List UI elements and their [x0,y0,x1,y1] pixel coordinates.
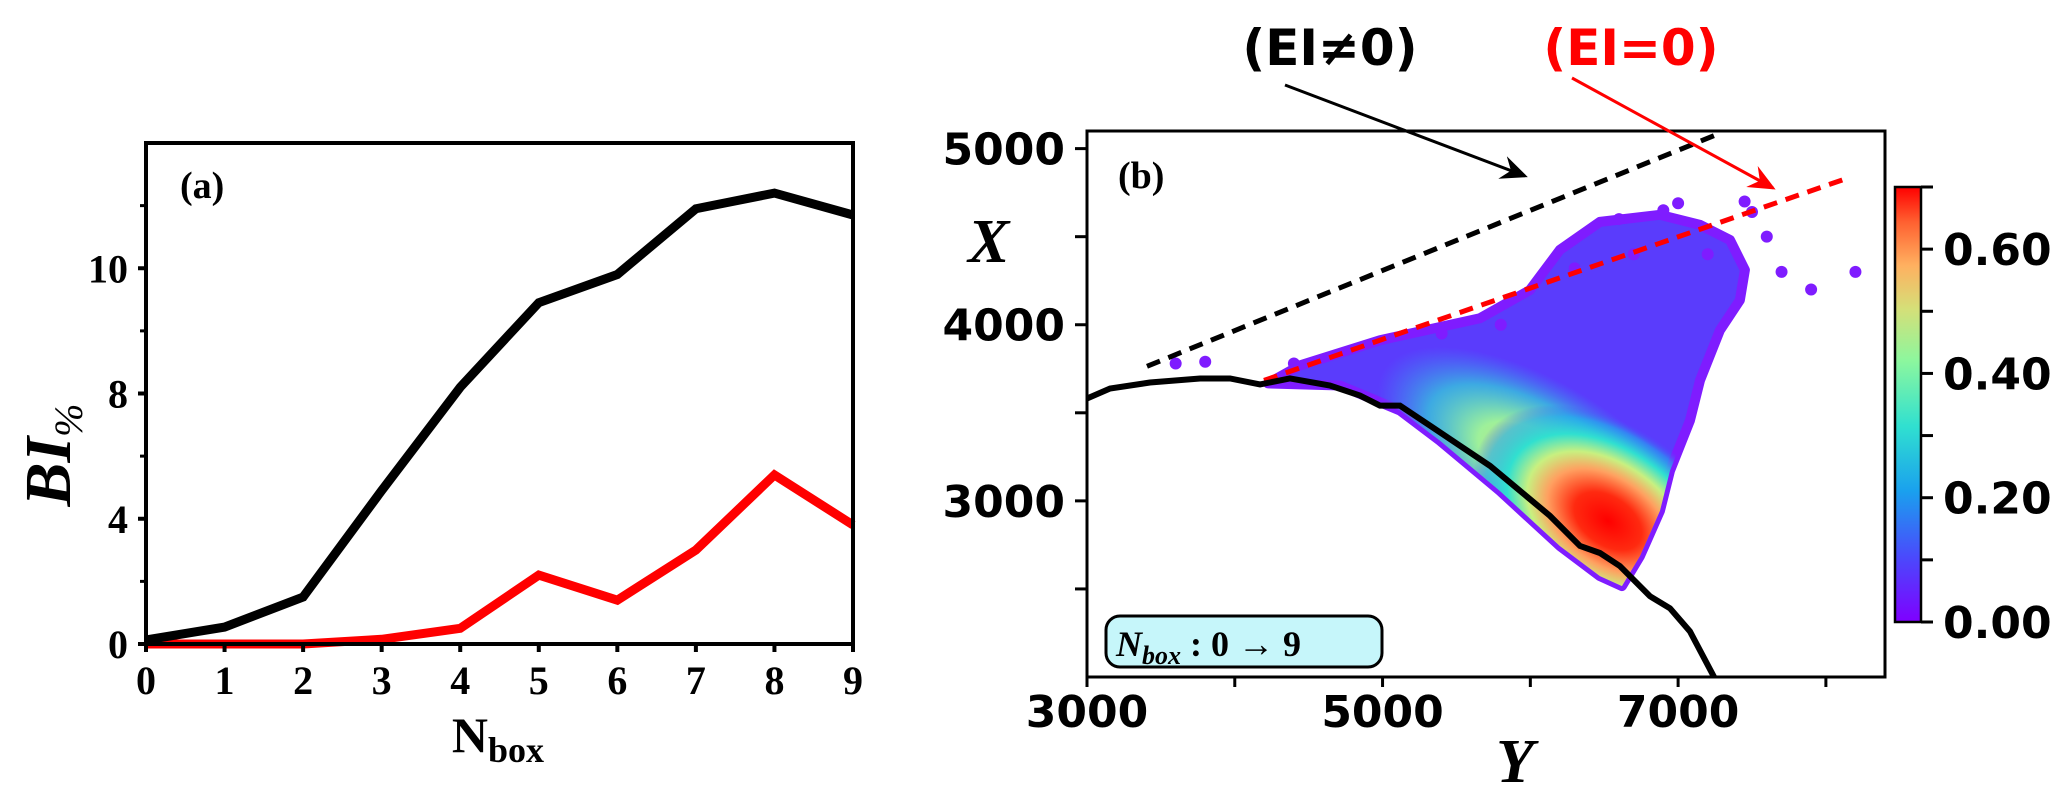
panel-a: 0 1 2 3 4 5 6 7 8 9 0 4 8 10 (a) BI% Nbox [12,141,863,770]
colorbar-tick-label: 0.00 [1943,598,2052,649]
colorbar: 0.00 0.20 0.40 0.60 [1893,185,2052,649]
y-tick-label-a: 4 [108,497,128,542]
y-tick-label-b: 4000 [943,301,1065,352]
y-tick-label-b: 3000 [943,477,1065,528]
x-tick-label-a: 8 [764,658,784,703]
scatter-point [1199,355,1212,368]
x-tick-label-a: 2 [293,658,313,703]
series-line-ei-nonzero [145,188,855,645]
scatter-point [1760,230,1773,243]
y-tick-label-b: 5000 [943,125,1065,176]
y-axis-label-b: X [966,208,1011,276]
y-tick-label-a: 10 [88,246,128,291]
y-axis-label-a: BI% [12,403,91,507]
scatter-point [1494,318,1507,331]
x-tick-label-a: 5 [529,658,549,703]
arrow-ei-zero [1571,76,1776,190]
x-tick-label-a: 6 [607,658,627,703]
nbox-annotation: Nbox : 0 → 9 [1104,614,1384,670]
scatter-point [1701,248,1714,261]
plot-frame-b [1085,129,1887,679]
svg-text:BI%: BI% [12,403,91,507]
y-tick-label-a: 0 [108,622,128,667]
colorbar-tick-label: 0.60 [1943,225,2052,276]
boundary-curve [1087,375,1718,677]
scatter-point [1775,265,1788,278]
scatter-point [1738,195,1751,208]
colorbar-tick-label: 0.40 [1943,349,2052,400]
panel-b: 3000 5000 7000 3000 4000 5000 (b) X Y Nbox : … [943,19,2052,796]
scatter-point [1169,357,1182,370]
x-tick-label-a: 9 [843,658,863,703]
annotation-ei-nonzero: (EI≠0) [1242,19,1417,77]
y-label-sub: % [46,403,91,436]
y-label-main: BI [12,435,85,508]
x-tick-label-b: 7000 [1617,687,1739,738]
x-tick-label-b: 3000 [1026,687,1148,738]
x-tick-label-a: 0 [136,658,156,703]
plot-frame-a [144,141,855,646]
scatter-point [1672,197,1685,210]
scatter-point [1849,265,1862,278]
x-tick-label-a: 3 [372,658,392,703]
annotation-ei-zero: (EI=0) [1543,19,1718,77]
y-tick-label-a: 8 [108,372,128,417]
x-tick-label-a: 4 [450,658,470,703]
x-tick-label-a: 1 [215,658,235,703]
scatter-point [1657,204,1670,217]
x-axis-label-b: Y [1496,728,1539,796]
panel-label-b: (b) [1118,155,1164,197]
panel-label-a: (a) [180,165,224,207]
arrow-ei-nonzero [1284,83,1528,179]
colorbar-tick-label: 0.20 [1943,474,2052,525]
x-tick-label-b: 5000 [1321,687,1443,738]
scatter-point [1613,213,1625,226]
x-axis-label-a: Nbox [452,707,544,770]
x-tick-label-a: 7 [686,658,706,703]
dashed-line-ei-nonzero [1146,132,1718,369]
scatter-point [1805,283,1818,296]
svg-text:Nbox : 0 → 9: Nbox : 0 → 9 [1115,624,1301,670]
colorbar-gradient [1893,185,1923,624]
dashed-line-ei-zero [1263,176,1847,383]
scatter-point [1435,327,1448,340]
